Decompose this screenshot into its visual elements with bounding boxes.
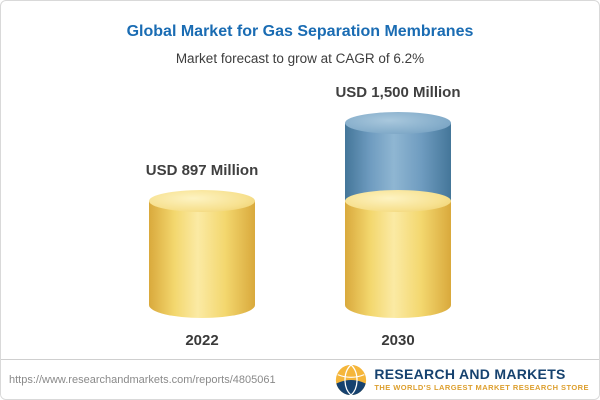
report-url-link[interactable]: https://www.researchandmarkets.com/repor…	[9, 373, 276, 386]
logo-name: RESEARCH AND MARKETS	[374, 365, 566, 382]
chart-header: Global Market for Gas Separation Membran…	[1, 1, 599, 66]
cyl-seg-2030-base	[345, 190, 451, 318]
value-label-2030: USD 1,500 Million	[335, 84, 461, 101]
cylinder-2030	[345, 112, 451, 318]
cylinder-2022	[149, 190, 255, 318]
cyl-body-2022	[149, 190, 255, 318]
logo-text-block: RESEARCH AND MARKETS THE WORLD'S LARGEST…	[374, 365, 589, 393]
chart-plot-area: USD 897 Million 2022 USD 1,500 Million 2…	[1, 66, 599, 359]
footer-bar: https://www.researchandmarkets.com/repor…	[1, 359, 599, 399]
logo-globe-icon	[335, 363, 367, 396]
bar-group-2030: USD 1,500 Million 2030	[323, 84, 473, 349]
cyl-cap-2022	[149, 190, 255, 212]
cyl-seam-2030	[345, 190, 451, 212]
page-subtitle: Market forecast to grow at CAGR of 6.2%	[175, 51, 425, 66]
category-label-2030: 2030	[381, 332, 415, 349]
value-label-2022: USD 897 Million	[145, 162, 259, 179]
page-title: Global Market for Gas Separation Membran…	[126, 23, 474, 40]
bar-group-2022: USD 897 Million 2022	[127, 162, 277, 349]
cyl-seg-2030-growth	[345, 112, 451, 201]
category-label-2022: 2022	[185, 332, 219, 349]
research-and-markets-logo[interactable]: RESEARCH AND MARKETS THE WORLD'S LARGEST…	[335, 363, 589, 396]
cyl-cap-2030-top	[345, 112, 451, 134]
logo-tagline: THE WORLD'S LARGEST MARKET RESEARCH STOR…	[374, 383, 589, 393]
